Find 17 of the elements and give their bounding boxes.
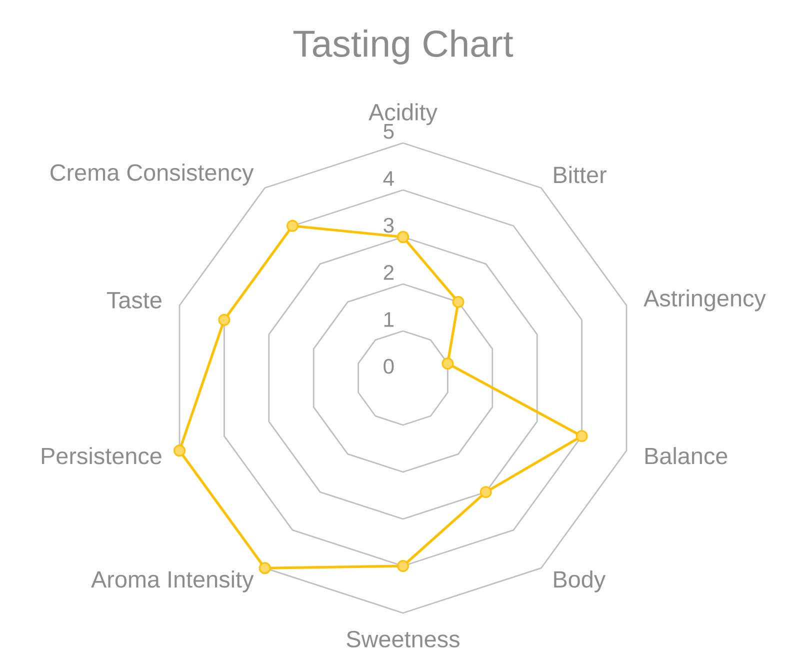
y-tick-label: 4: [383, 171, 394, 186]
spoke-label: Aroma Intensity: [91, 570, 254, 592]
spoke-label: Astringency: [644, 289, 766, 312]
spoke-label: Crema Consistency: [50, 164, 254, 186]
y-tick-label: 3: [384, 218, 394, 233]
y-tick-label: 5: [384, 124, 394, 139]
spoke-label: Persistence: [42, 447, 162, 464]
spoke-label: Acidity: [368, 103, 438, 126]
y-tick-label: 1: [384, 312, 394, 327]
y-tick-label: 2: [384, 265, 394, 280]
spoke-label: Taste: [106, 292, 162, 308]
spoke-label: Balance: [645, 447, 728, 464]
y-tick-label: 0: [384, 358, 394, 374]
chart-title: Tasting Chart: [293, 30, 514, 64]
spoke-label: Sweetness: [346, 630, 460, 648]
spoke-label: Bitter: [554, 166, 606, 184]
spoke-label: Body: [554, 570, 606, 592]
